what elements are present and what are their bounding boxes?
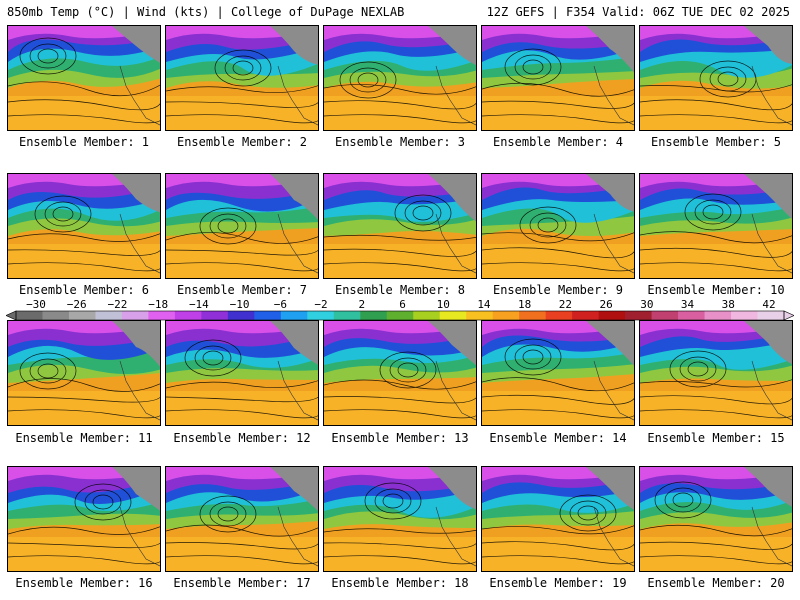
- ensemble-member-label: Ensemble Member: 4: [492, 135, 624, 149]
- ensemble-member-map: [639, 25, 793, 131]
- ensemble-member-label: Ensemble Member: 3: [334, 135, 466, 149]
- colorbar-segment: [439, 311, 467, 320]
- ensemble-member-map: [481, 173, 635, 279]
- colorbar-tick-label: 34: [681, 298, 695, 311]
- ensemble-member-label: Ensemble Member: 19: [489, 576, 627, 590]
- colorbar-tick-label: 22: [559, 298, 572, 311]
- colorbar-segment: [651, 311, 679, 320]
- colorbar-segment: [704, 311, 732, 320]
- ensemble-member-map: [481, 25, 635, 131]
- colorbar-segment: [307, 311, 335, 320]
- colorbar-segment: [519, 311, 547, 320]
- colorbar-tick-label: 42: [762, 298, 775, 311]
- colorbar-segment: [227, 311, 255, 320]
- ensemble-member-map: [639, 173, 793, 279]
- colorbar-tick-label: 2: [358, 298, 365, 311]
- ensemble-member-map: [165, 466, 319, 572]
- ensemble-member-map: [481, 466, 635, 572]
- colorbar-segment: [148, 311, 176, 320]
- ensemble-member-label: Ensemble Member: 18: [331, 576, 469, 590]
- colorbar-segment: [625, 311, 653, 320]
- colorbar-tick-label: 18: [518, 298, 531, 311]
- ensemble-member-label: Ensemble Member: 13: [331, 431, 469, 445]
- ensemble-member-label: Ensemble Member: 12: [173, 431, 311, 445]
- ensemble-member-label: Ensemble Member: 6: [18, 283, 150, 297]
- colorbar-segment: [121, 311, 149, 320]
- colorbar-tick-label: −2: [314, 298, 327, 311]
- colorbar-tick-label: −26: [67, 298, 87, 311]
- ensemble-member-label: Ensemble Member: 16: [15, 576, 153, 590]
- ensemble-member-map: [323, 173, 477, 279]
- colorbar-segment: [95, 311, 123, 320]
- colorbar-segment: [201, 311, 229, 320]
- colorbar-segment: [68, 311, 96, 320]
- colorbar-tick-label: −10: [230, 298, 250, 311]
- temperature-colorbar: −30 −26 −22 −18 −14 −10 −6 −2 2 6 10 14 18 22 26 30 34 38…: [6, 298, 794, 322]
- ensemble-member-map: [7, 25, 161, 131]
- colorbar-segment: [678, 311, 706, 320]
- ensemble-member-label: Ensemble Member: 15: [647, 431, 785, 445]
- colorbar-segment: [466, 311, 494, 320]
- colorbar-segment: [333, 311, 361, 320]
- ensemble-member-label: Ensemble Member: 20: [647, 576, 785, 590]
- ensemble-member-map: [165, 25, 319, 131]
- colorbar-segment: [598, 311, 626, 320]
- colorbar-tick-label: −22: [108, 298, 128, 311]
- ensemble-member-label: Ensemble Member: 8: [334, 283, 466, 297]
- ensemble-member-map: [323, 466, 477, 572]
- colorbar-tick-label: 30: [640, 298, 653, 311]
- colorbar-tick-label: −6: [274, 298, 287, 311]
- ensemble-member-label: Ensemble Member: 17: [173, 576, 311, 590]
- colorbar-segment: [757, 311, 785, 320]
- ensemble-member-map: [7, 173, 161, 279]
- colorbar-tick-label: 10: [437, 298, 450, 311]
- colorbar-segment: [16, 311, 43, 320]
- colorbar-tick-label: 14: [477, 298, 491, 311]
- colorbar-segment: [280, 311, 308, 320]
- ensemble-member-label: Ensemble Member: 11: [15, 431, 153, 445]
- ensemble-member-map: [7, 320, 161, 426]
- colorbar-segment: [731, 311, 759, 320]
- colorbar-segment: [360, 311, 388, 320]
- colorbar-tick-label: 38: [722, 298, 735, 311]
- map-title: 850mb Temp (°C) | Wind (kts) | College o…: [7, 5, 405, 19]
- ensemble-member-map: [323, 25, 477, 131]
- colorbar-segment: [572, 311, 600, 320]
- ensemble-member-map: [639, 320, 793, 426]
- ensemble-member-map: [165, 320, 319, 426]
- colorbar-tick-label: −18: [148, 298, 168, 311]
- colorbar-segment: [254, 311, 282, 320]
- ensemble-member-label: Ensemble Member: 9: [492, 283, 624, 297]
- colorbar-tick-label: −14: [189, 298, 209, 311]
- colorbar-segment: [413, 311, 441, 320]
- ensemble-member-map: [165, 173, 319, 279]
- colorbar-left-arrow: [6, 310, 17, 321]
- ensemble-member-map: [323, 320, 477, 426]
- ensemble-member-map: [639, 466, 793, 572]
- ensemble-member-map: [481, 320, 635, 426]
- ensemble-member-label: Ensemble Member: 5: [650, 135, 782, 149]
- ensemble-member-label: Ensemble Member: 14: [489, 431, 627, 445]
- colorbar-tick-label: −30: [26, 298, 46, 311]
- ensemble-member-label: Ensemble Member: 7: [176, 283, 308, 297]
- colorbar-right-arrow: [783, 310, 794, 321]
- ensemble-member-map: [7, 466, 161, 572]
- ensemble-member-label: Ensemble Member: 10: [647, 283, 785, 297]
- run-valid-time: 12Z GEFS | F354 Valid: 06Z TUE DEC 02 20…: [486, 5, 790, 19]
- colorbar-tick-label: 26: [599, 298, 612, 311]
- ensemble-member-label: Ensemble Member: 1: [18, 135, 150, 149]
- colorbar-segment: [545, 311, 573, 320]
- colorbar-segment: [42, 311, 70, 320]
- colorbar-segment: [492, 311, 520, 320]
- colorbar-tick-label: 6: [399, 298, 406, 311]
- colorbar-segment: [386, 311, 414, 320]
- colorbar-segment: [174, 311, 202, 320]
- ensemble-member-label: Ensemble Member: 2: [176, 135, 308, 149]
